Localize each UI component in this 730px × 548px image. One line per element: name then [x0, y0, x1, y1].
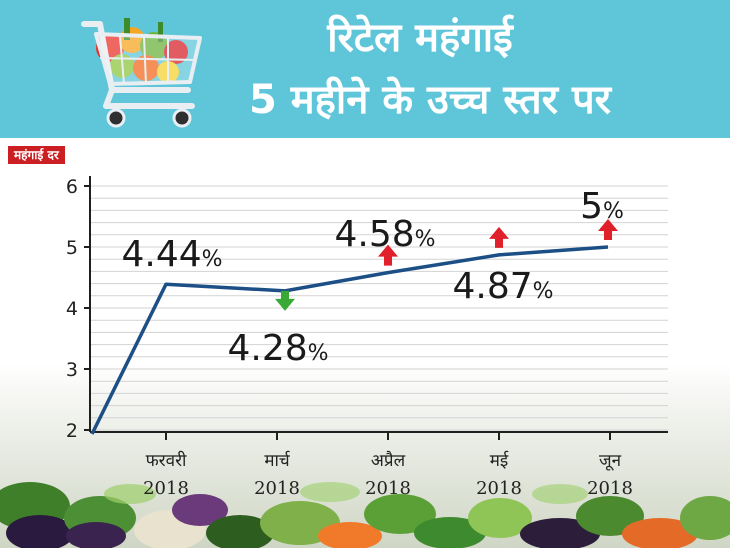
x-tick-label-month: मई — [490, 450, 510, 471]
x-tick-label-year: 2018 — [254, 478, 300, 499]
shopping-cart-icon — [81, 18, 202, 128]
data-label: 5% — [580, 186, 624, 227]
x-tick-label-month: अप्रैल — [371, 450, 406, 471]
data-label-value: 4.28 — [227, 328, 307, 369]
data-label-percent: % — [308, 341, 329, 366]
up-arrow-icon — [598, 219, 618, 240]
y-tick-label: 3 — [66, 359, 78, 381]
up-arrow-icon — [489, 226, 509, 248]
series-line — [90, 245, 609, 435]
data-label-value: 5 — [580, 186, 603, 227]
x-tick-label-year: 2018 — [143, 478, 189, 499]
y-tick-label: 5 — [66, 237, 78, 259]
header-banner: रिटेल महंगाई 5 महीने के उच्च स्तर पर — [0, 0, 730, 138]
title-line-2: 5 महीने के उच्च स्तर पर — [248, 77, 612, 123]
x-tick-label-year: 2018 — [365, 478, 411, 499]
data-label: 4.87% — [452, 266, 553, 307]
x-tick-label-year: 2018 — [476, 478, 522, 499]
x-tick-label-month: फरवरी — [146, 450, 187, 471]
up-arrow-icon — [378, 244, 398, 266]
x-tick-label-month: जून — [599, 451, 622, 471]
data-label-percent: % — [202, 247, 223, 272]
y-tick-label: 2 — [66, 420, 78, 442]
vegetable-background — [0, 138, 730, 548]
y-tick-label: 6 — [66, 176, 78, 198]
y-tick-label: 4 — [66, 298, 78, 320]
data-label-value: 4.44 — [121, 234, 201, 275]
vegetables — [0, 482, 730, 548]
data-label: 4.28% — [227, 328, 328, 369]
data-label: 4.58% — [334, 214, 435, 255]
data-label-value: 4.87 — [452, 266, 532, 307]
x-tick-label-year: 2018 — [587, 478, 633, 499]
data-label-value: 4.58 — [334, 214, 414, 255]
x-tick-label-month: मार्च — [264, 450, 291, 471]
data-label-percent: % — [533, 279, 554, 304]
data-label: 4.44% — [121, 234, 222, 275]
title-line-1: रिटेल महंगाई — [327, 15, 513, 61]
data-label-percent: % — [603, 199, 624, 224]
data-label-percent: % — [415, 227, 436, 252]
y-axis-label: महंगाई दर — [8, 146, 65, 164]
down-arrow-icon — [275, 290, 295, 311]
